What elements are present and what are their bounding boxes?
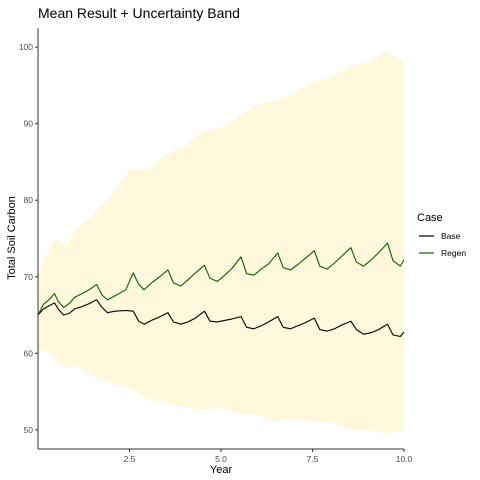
x-ticks: 2.5 5.0 7.5 10.0 <box>124 449 413 464</box>
chart-title: Mean Result + Uncertainty Band <box>38 5 240 21</box>
y-ticks: 50 60 70 80 90 100 <box>19 42 38 435</box>
y-tick-label: 50 <box>24 425 34 435</box>
legend-title: Case <box>417 212 443 224</box>
x-tick-label: 7.5 <box>307 454 319 464</box>
y-tick-label: 70 <box>24 272 34 282</box>
x-axis: 2.5 5.0 7.5 10.0 Year <box>38 448 413 476</box>
x-tick-label: 5.0 <box>215 454 227 464</box>
x-tick-label: 2.5 <box>124 454 136 464</box>
plot-area <box>37 51 405 434</box>
y-tick-label: 60 <box>24 348 34 358</box>
x-tick-label: 10.0 <box>396 454 413 464</box>
legend: Case Base Regen <box>417 212 466 258</box>
y-axis-title: Total Soil Carbon <box>6 196 18 280</box>
uncertainty-band <box>38 51 404 434</box>
legend-items: Base Regen <box>419 231 466 258</box>
y-axis: 50 60 70 80 90 100 Total Soil Carbon <box>6 28 39 449</box>
series-layer <box>37 242 405 338</box>
legend-label-base: Base <box>441 231 461 241</box>
x-axis-title: Year <box>210 464 233 476</box>
y-tick-label: 100 <box>19 42 33 52</box>
series-line-regen <box>37 242 405 316</box>
y-tick-label: 80 <box>24 195 34 205</box>
legend-label-regen: Regen <box>441 248 466 258</box>
series-line-base <box>37 299 405 338</box>
y-tick-label: 90 <box>24 119 34 129</box>
